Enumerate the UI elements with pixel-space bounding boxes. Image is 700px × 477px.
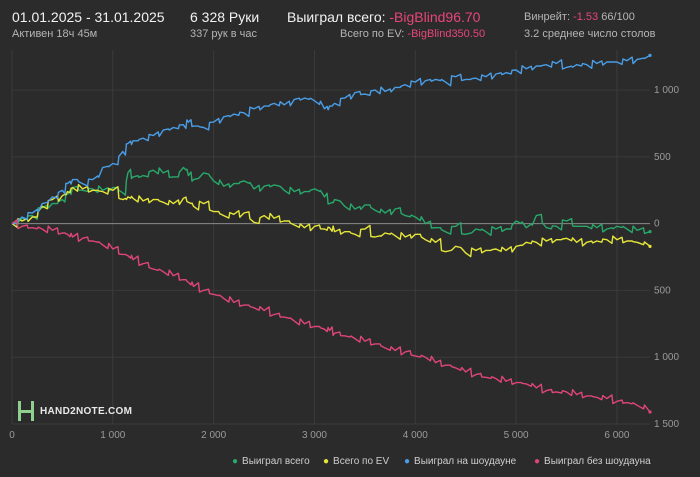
stats-header: 01.01.2025 - 31.01.2025 Активен 18ч 45м … [0,0,700,46]
y-tick-label: 0 [654,219,660,230]
legend-label: Всего по EV [333,456,390,467]
winrate-suffix: 66/100 [601,11,635,23]
logo-text: HAND2NOTE.COM [40,405,133,417]
date-range[interactable]: 01.01.2025 - 31.01.2025 [12,9,165,25]
series-end-point [648,244,652,248]
series-end-point [648,410,652,414]
won-total: Выиграл всего: -BigBlind96.70 [287,9,480,25]
hands-count: 6 328 Руки [190,9,260,25]
profit-chart: 0 1 000 2 000 3 000 4 000 5 000 6 000 1 000 500 0… [9,50,679,441]
ev-value: -BigBlind350.50 [407,28,486,40]
ev-label: Всего по EV: [340,28,405,40]
legend-label: Выиграл на шоудауне [414,456,517,467]
legend-item-showdown[interactable]: ● Выиграл на шоудауне [404,456,516,467]
hand2note-logo: HAND2NOTE.COM [18,401,132,421]
avg-tables: 3.2 среднее число столов [524,28,656,40]
x-tick-label: 6 000 [604,430,629,441]
winrate-label: Винрейт: [524,11,571,23]
winrate-value: -1.53 [573,11,599,23]
x-tick-label: 4 000 [403,430,428,441]
chart-lines [11,53,652,414]
h2n-logo-icon [18,401,34,421]
series-end-point [648,230,652,234]
legend-item-won-total[interactable]: ● Выиграл всего [232,456,310,467]
series-ev-line [11,183,651,258]
legend-dot-icon: ● [323,456,330,467]
active-time: Активен 18ч 45м [12,28,98,40]
won-total-value: -BigBlind96.70 [389,9,481,25]
series-non-showdown-line [11,219,651,413]
series-showdown-line [12,54,651,225]
y-tick-label: 500 [654,152,671,163]
ev-total: Всего по EV: -BigBlind350.50 [340,28,485,40]
legend-item-ev[interactable]: ● Всего по EV [323,456,389,467]
chart-axes: 0 1 000 2 000 3 000 4 000 5 000 6 000 1 000 500 0… [9,85,679,441]
won-total-label: Выиграл всего: [287,9,386,25]
legend-item-non-showdown[interactable]: ● Выиграл без шоудауна [534,456,651,467]
legend-dot-icon: ● [232,456,239,467]
winrate: Винрейт: -1.53 66/100 [524,11,635,23]
x-tick-label: 0 [9,430,15,441]
series-won-total-line [11,166,651,236]
y-tick-label: 1 000 [654,85,679,96]
y-tick-label: 1 500 [654,419,679,430]
x-tick-label: 2 000 [201,430,226,441]
legend-dot-icon: ● [404,456,411,467]
x-tick-label: 3 000 [302,430,327,441]
series-end-point [648,53,652,57]
hands-per-hour: 337 рук в час [190,28,258,40]
legend-dot-icon: ● [534,456,541,467]
y-tick-label: 1 000 [654,352,679,363]
legend-label: Выиграл всего [242,456,310,467]
legend-label: Выиграл без шоудауна [544,456,651,467]
x-tick-label: 5 000 [504,430,529,441]
x-tick-label: 1 000 [100,430,125,441]
y-tick-label: 500 [654,285,671,296]
